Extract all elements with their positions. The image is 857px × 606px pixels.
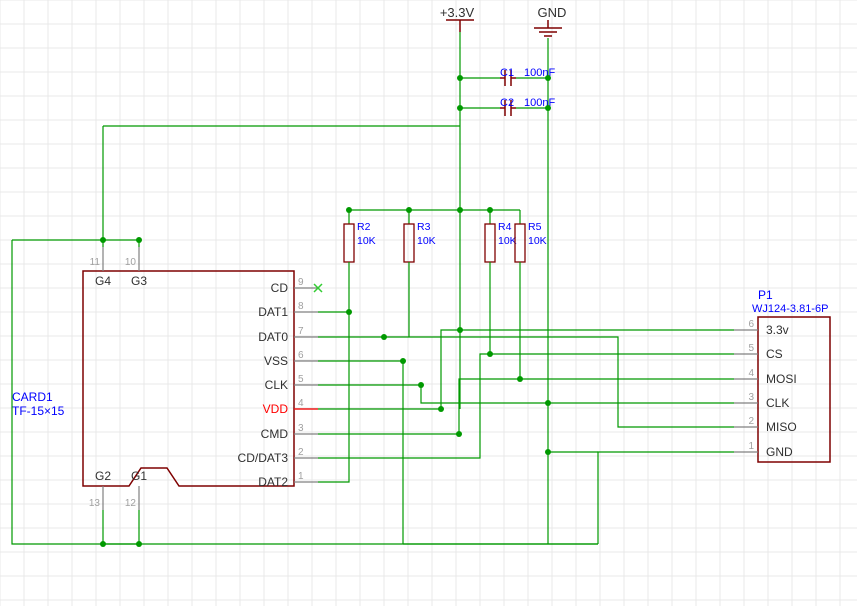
pin-name: CD xyxy=(271,281,289,295)
pin-name: G4 xyxy=(95,274,111,288)
junction xyxy=(100,541,106,547)
junction xyxy=(346,309,352,315)
vcc-label: +3.3V xyxy=(440,5,475,20)
resistor-ref: R3 xyxy=(417,221,431,233)
connector-model: WJ124-3.81-6P xyxy=(752,303,828,315)
pin-name: CLK xyxy=(265,378,288,392)
pin-num: 13 xyxy=(89,498,101,509)
pin-name: 3.3v xyxy=(766,323,789,337)
wire xyxy=(318,330,460,409)
junction xyxy=(457,105,463,111)
pin-num: 11 xyxy=(90,257,101,268)
junction xyxy=(136,237,142,243)
cap-ref: C1 xyxy=(500,67,514,79)
pin-num: 8 xyxy=(298,301,304,312)
pin-num: 3 xyxy=(298,423,304,434)
wire xyxy=(318,354,490,458)
pin-num: 2 xyxy=(748,416,754,427)
resistor xyxy=(344,224,354,262)
pin-name: G2 xyxy=(95,469,111,483)
pin-name: CMD xyxy=(261,427,289,441)
pin-name: MISO xyxy=(766,420,797,434)
pin-name: G1 xyxy=(131,469,147,483)
pin-name: CLK xyxy=(766,396,789,410)
pin-name: CD/DAT3 xyxy=(238,451,289,465)
pin-num: 12 xyxy=(125,498,137,509)
pin-num: 2 xyxy=(298,447,304,458)
pin-num: 5 xyxy=(748,343,754,354)
pin-name: MOSI xyxy=(766,372,797,386)
gnd-label: GND xyxy=(538,5,567,20)
pin-name: DAT0 xyxy=(258,330,288,344)
resistor-val: 10K xyxy=(528,235,547,247)
junction xyxy=(406,207,412,213)
resistor-ref: R5 xyxy=(528,221,542,233)
pin-num: 10 xyxy=(125,257,137,268)
junction xyxy=(456,431,462,437)
junction xyxy=(418,382,424,388)
wire xyxy=(103,240,139,247)
resistor-ref: R4 xyxy=(498,221,512,233)
junction xyxy=(100,237,106,243)
junction xyxy=(457,327,463,333)
resistor-val: 10K xyxy=(417,235,436,247)
junction xyxy=(545,105,551,111)
pin-num: 6 xyxy=(298,350,304,361)
junction xyxy=(487,207,493,213)
junction xyxy=(400,358,406,364)
junction xyxy=(346,207,352,213)
pin-num: 4 xyxy=(748,368,754,379)
pin-num: 9 xyxy=(298,277,304,288)
junction xyxy=(545,449,551,455)
pin-name: CS xyxy=(766,347,783,361)
wire xyxy=(318,379,520,434)
resistor-val: 10K xyxy=(498,235,517,247)
wire xyxy=(598,452,734,544)
pin-name: DAT2 xyxy=(258,475,288,489)
pin-num: 5 xyxy=(298,374,304,385)
connector-outline xyxy=(758,317,830,462)
pin-num: 3 xyxy=(748,392,754,403)
junction xyxy=(438,406,444,412)
pin-num: 6 xyxy=(748,319,754,330)
pin-name: DAT1 xyxy=(258,305,288,319)
resistor-val: 10K xyxy=(357,235,376,247)
pin-name: GND xyxy=(766,445,793,459)
resistor xyxy=(485,224,495,262)
junction xyxy=(381,334,387,340)
junction xyxy=(457,207,463,213)
cap-ref: C2 xyxy=(500,97,514,109)
resistor-ref: R2 xyxy=(357,221,371,233)
card-ref: CARD1 xyxy=(12,390,53,404)
pin-name: VDD xyxy=(263,402,289,416)
junction xyxy=(487,351,493,357)
pin-num: 1 xyxy=(298,471,304,482)
pin-name: G3 xyxy=(131,274,147,288)
resistor xyxy=(404,224,414,262)
junction xyxy=(545,400,551,406)
junction xyxy=(457,75,463,81)
pin-num: 1 xyxy=(748,441,754,452)
pin-name: VSS xyxy=(264,354,288,368)
pin-num: 4 xyxy=(298,398,304,409)
card-model: TF-15×15 xyxy=(12,404,65,418)
pin-num: 7 xyxy=(298,326,304,337)
junction xyxy=(545,75,551,81)
junction xyxy=(136,541,142,547)
junction xyxy=(517,376,523,382)
connector-ref: P1 xyxy=(758,288,773,302)
